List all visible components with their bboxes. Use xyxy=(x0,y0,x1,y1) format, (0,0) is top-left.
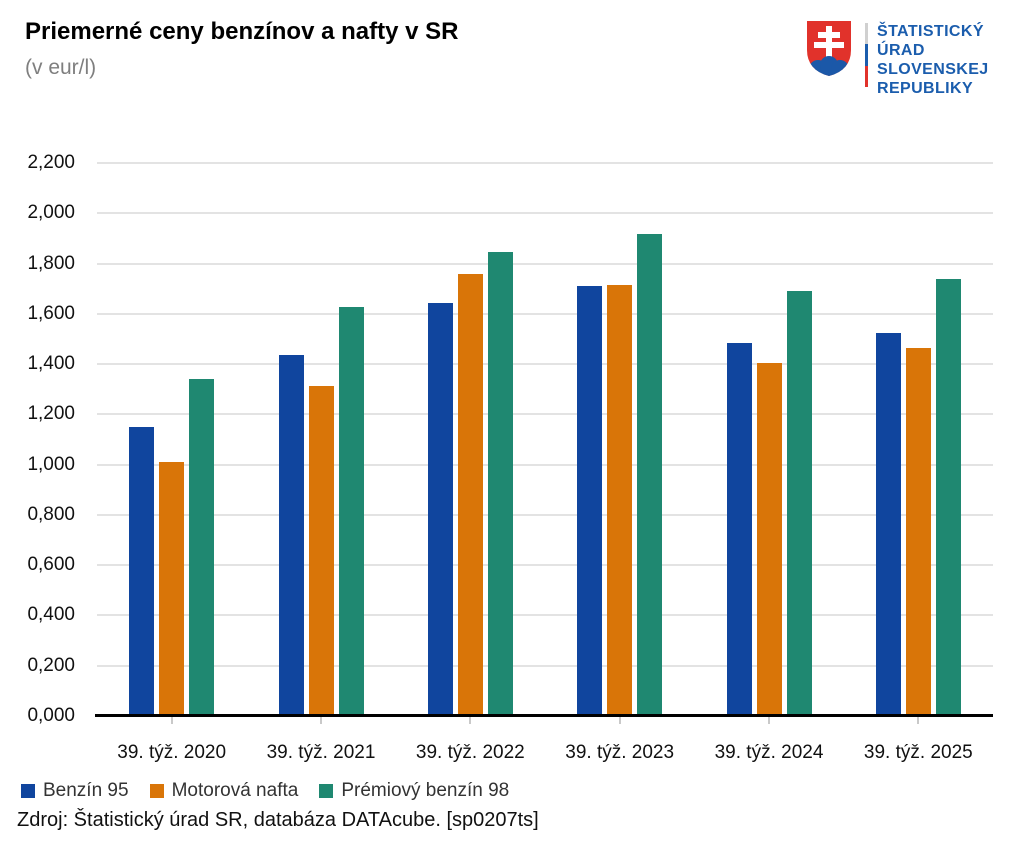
legend-item: Motorová nafta xyxy=(149,780,299,802)
y-axis-tick-label: 1,600 xyxy=(27,302,75,324)
gridline xyxy=(97,614,993,617)
bar-pr-miov-benz-n-98-1 xyxy=(189,379,215,714)
logo-text-line: SLOVENSKEJ xyxy=(877,61,989,78)
double-cross xyxy=(814,26,844,58)
bar-benz-n-95-5 xyxy=(726,343,752,714)
x-axis-category-label: 39. týž. 2024 xyxy=(714,742,824,763)
x-axis-category-label: 39. týž. 2020 xyxy=(117,742,227,763)
bar-pr-miov-benz-n-98-4 xyxy=(637,233,663,714)
legend-swatch xyxy=(21,784,35,798)
bar-motorov-nafta-1 xyxy=(159,461,185,714)
bar-motorov-nafta-3 xyxy=(457,273,483,714)
logo-text: ŠTATISTICKÝ ÚRAD SLOVENSKEJ REPUBLIKY xyxy=(877,22,989,98)
x-axis-tick xyxy=(170,717,173,724)
legend-label: Benzín 95 xyxy=(43,780,129,801)
legend-swatch xyxy=(149,784,164,798)
logo-text-line: ÚRAD xyxy=(877,42,925,59)
bar-benz-n-95-6 xyxy=(875,332,901,714)
chart-subtitle: (v eur/l) xyxy=(25,56,97,79)
logo-text-line: REPUBLIKY xyxy=(877,80,974,97)
y-axis-tick-label: 0,400 xyxy=(27,604,75,626)
gridline xyxy=(97,312,993,315)
legend-swatch xyxy=(319,784,334,798)
legend-label: Prémiový benzín 98 xyxy=(341,780,510,801)
gridline xyxy=(97,664,993,667)
slovak-coat-of-arms-icon xyxy=(807,21,851,76)
gridline xyxy=(97,513,993,516)
y-axis-tick-label: 0,000 xyxy=(27,705,75,726)
x-axis-tick xyxy=(917,717,920,724)
bar-motorov-nafta-2 xyxy=(308,386,334,714)
bar-motorov-nafta-4 xyxy=(607,285,633,714)
gridline xyxy=(97,463,993,466)
bar-benz-n-95-3 xyxy=(427,303,453,714)
y-axis-tick-label: 0,800 xyxy=(27,503,75,525)
bar-pr-miov-benz-n-98-6 xyxy=(935,279,961,714)
gridline xyxy=(97,363,993,366)
y-axis-tick-label: 2,000 xyxy=(27,202,75,224)
logo-text-line: ŠTATISTICKÝ xyxy=(877,23,984,40)
x-axis-line xyxy=(95,714,993,717)
gridline xyxy=(97,262,993,265)
gridline xyxy=(97,564,993,567)
x-axis-category-label: 39. týž. 2022 xyxy=(415,742,525,763)
chart-title: Priemerné ceny benzínov a nafty v SR xyxy=(25,18,459,45)
bar-benz-n-95-4 xyxy=(577,286,603,714)
logo-divider xyxy=(865,23,868,87)
x-axis-category-label: 39. týž. 2021 xyxy=(266,742,376,763)
bar-benz-n-95-2 xyxy=(278,355,304,714)
bar-pr-miov-benz-n-98-2 xyxy=(338,306,364,714)
y-axis-tick-label: 0,600 xyxy=(27,554,75,576)
gridline xyxy=(97,413,993,416)
x-axis-tick xyxy=(768,717,770,724)
legend-item: Prémiový benzín 98 xyxy=(319,780,509,802)
chart-legend: Benzín 95 Motorová nafta Prémiový benzín 9… xyxy=(21,780,509,802)
y-axis-tick-label: 1,800 xyxy=(27,252,75,274)
x-axis-tick xyxy=(320,717,322,724)
legend-label: Motorová nafta xyxy=(171,780,299,801)
gridline xyxy=(97,212,993,215)
legend-item: Benzín 95 xyxy=(21,780,129,802)
x-axis-category-label: 39. týž. 2023 xyxy=(565,742,675,763)
bar-pr-miov-benz-n-98-5 xyxy=(786,291,812,714)
y-axis-tick-label: 0,200 xyxy=(27,654,75,676)
bar-benz-n-95-1 xyxy=(129,427,155,714)
bar-motorov-nafta-5 xyxy=(756,362,782,714)
bar-motorov-nafta-6 xyxy=(905,347,931,714)
x-axis-tick xyxy=(469,717,472,724)
gridline xyxy=(97,162,993,164)
y-axis-tick-label: 2,200 xyxy=(27,152,75,173)
y-axis-tick-label: 1,200 xyxy=(27,403,75,425)
y-axis-tick-label: 1,400 xyxy=(27,353,75,375)
x-axis-tick xyxy=(618,717,621,724)
x-axis-category-label: 39. týž. 2025 xyxy=(863,742,973,763)
y-axis-tick-label: 1,000 xyxy=(27,453,75,475)
source-note: Zdroj: Štatistický úrad SR, databáza DAT… xyxy=(17,809,539,831)
bar-pr-miov-benz-n-98-3 xyxy=(487,251,513,714)
statistical-office-logo: ŠTATISTICKÝ ÚRAD SLOVENSKEJ REPUBLIKY xyxy=(806,20,989,98)
